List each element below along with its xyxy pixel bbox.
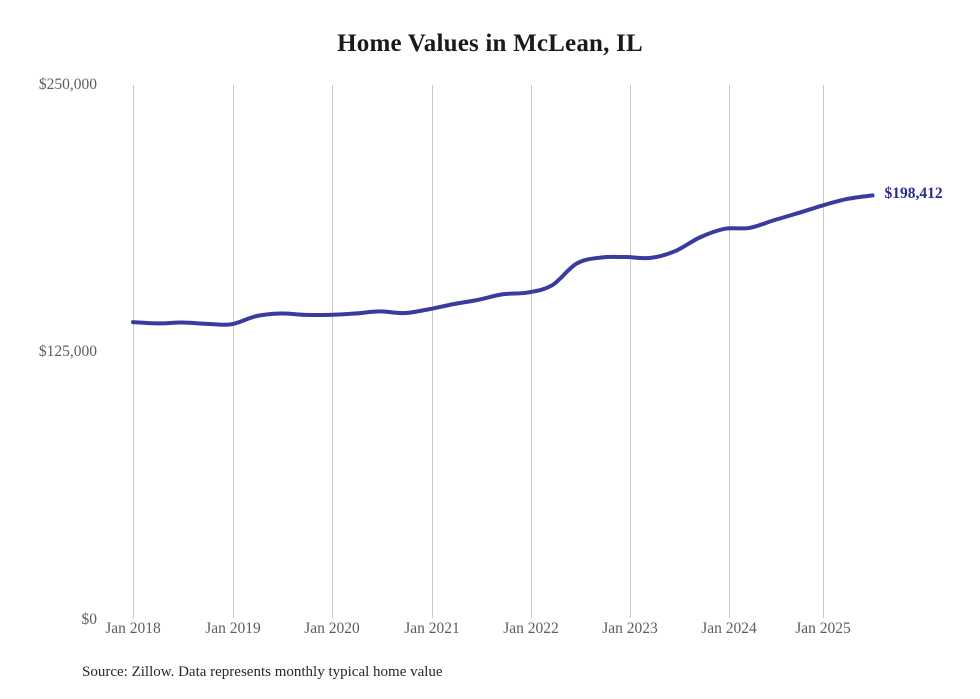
x-axis-tick-label-jan-2024: Jan 2024 <box>701 620 757 637</box>
series-end-value-label: $198,412 <box>884 185 943 203</box>
gridline-jan-2023 <box>630 85 631 618</box>
x-axis-tick-label-jan-2022: Jan 2022 <box>503 620 559 637</box>
gridline-jan-2024 <box>729 85 730 618</box>
home-value-line <box>131 193 875 327</box>
gridline-jan-2020 <box>332 85 333 618</box>
y-axis-tick-label-0: $0 <box>81 611 98 628</box>
x-axis-tick-label-jan-2025: Jan 2025 <box>795 620 851 637</box>
x-axis-tick-label-jan-2020: Jan 2020 <box>304 620 360 637</box>
x-axis-tick-label-jan-2023: Jan 2023 <box>602 620 658 637</box>
gridline-jan-2021 <box>432 85 433 618</box>
x-axis-tick-label-jan-2019: Jan 2019 <box>205 620 261 637</box>
gridline-jan-2018 <box>133 85 134 618</box>
y-axis-tick-label-250000: $250,000 <box>38 76 97 93</box>
source-note: Source: Zillow. Data represents monthly … <box>82 664 443 680</box>
gridline-jan-2019 <box>233 85 234 618</box>
x-axis-tick-label-jan-2021: Jan 2021 <box>404 620 460 637</box>
gridline-jan-2022 <box>531 85 532 618</box>
chart-title: Home Values in McLean, IL <box>337 30 643 57</box>
x-axis-tick-label-jan-2018: Jan 2018 <box>105 620 161 637</box>
gridline-jan-2025 <box>823 85 824 618</box>
y-axis-tick-label-125000: $125,000 <box>38 343 97 360</box>
